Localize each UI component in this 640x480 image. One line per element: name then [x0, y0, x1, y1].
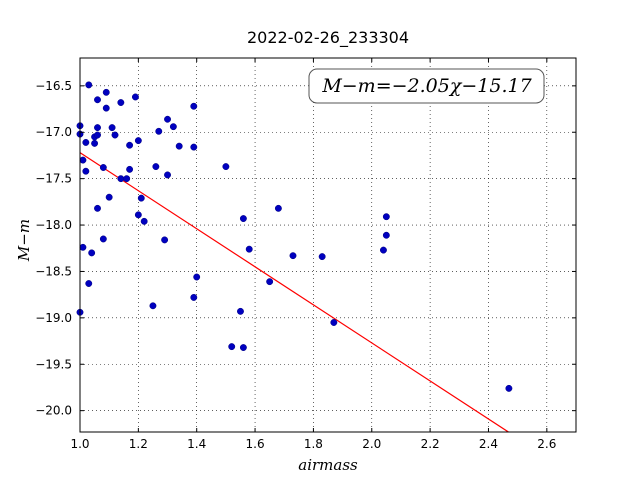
data-point — [99, 235, 107, 243]
data-point — [193, 273, 201, 281]
data-point — [266, 278, 274, 286]
data-point — [239, 344, 247, 351]
data-point — [102, 104, 110, 112]
plot-frame — [79, 57, 577, 433]
x-tick-label: 1.2 — [129, 437, 148, 451]
data-point — [94, 96, 101, 104]
data-point — [91, 139, 99, 147]
data-point — [137, 194, 145, 202]
data-point — [382, 213, 390, 221]
fit-annotation: M−m=−2.05χ−15.17 — [308, 68, 545, 104]
data-point — [161, 236, 169, 244]
data-point — [190, 293, 198, 301]
data-point — [117, 99, 125, 106]
data-point — [239, 215, 247, 223]
data-point — [117, 175, 125, 183]
chart-title: 2022-02-26_233304 — [247, 28, 409, 48]
axis-ticks: 1.0 1.2 1.4 1.6 1.8 2.0 2.2 2.4 2.6 −16.5 −17.0 −17… — [35, 58, 576, 451]
data-point — [82, 139, 90, 146]
x-tick-label: 2.0 — [362, 437, 381, 451]
data-point — [94, 124, 101, 132]
annotation-box — [308, 68, 545, 104]
y-tick-label: −17.0 — [35, 125, 72, 139]
data-point — [152, 163, 160, 171]
data-point — [237, 307, 244, 315]
annotation-text: M−m=−2.05χ−15.17 — [321, 75, 532, 97]
data-point — [190, 102, 198, 110]
x-tick-label: 1.0 — [70, 437, 89, 451]
fit-line — [80, 152, 510, 432]
data-point — [79, 243, 87, 251]
x-tick-label: 2.2 — [421, 437, 440, 451]
x-tick-label: 1.4 — [187, 437, 206, 451]
data-point — [82, 167, 90, 175]
data-point — [149, 302, 157, 310]
y-tick-label: −19.5 — [35, 357, 72, 371]
data-point — [175, 142, 183, 150]
data-point — [111, 131, 119, 139]
data-point — [88, 249, 96, 257]
data-point — [79, 156, 87, 164]
data-point — [102, 88, 110, 96]
data-point — [123, 175, 131, 183]
y-tick-label: −17.5 — [35, 172, 72, 186]
data-point — [85, 81, 93, 89]
y-axis-label: M−m — [15, 219, 33, 262]
x-tick-label: 1.6 — [246, 437, 265, 451]
data-point — [99, 164, 107, 171]
x-tick-label: 1.8 — [304, 437, 323, 451]
x-axis-label: airmass — [298, 456, 358, 474]
data-point — [126, 141, 134, 149]
data-point — [228, 343, 236, 351]
data-point — [289, 252, 297, 260]
y-tick-label: −16.5 — [35, 79, 72, 93]
data-point — [94, 204, 101, 212]
y-tick-label: −18.0 — [35, 218, 72, 232]
data-point — [155, 127, 163, 135]
data-point — [379, 246, 387, 254]
x-tick-label: 2.4 — [479, 437, 498, 451]
x-tick-label: 2.6 — [537, 437, 556, 451]
data-point — [382, 231, 390, 239]
data-point — [108, 124, 116, 132]
data-point — [330, 319, 338, 326]
data-point — [164, 171, 171, 179]
data-point — [85, 280, 93, 287]
data-point — [164, 115, 171, 123]
data-point — [134, 211, 142, 219]
data-point — [140, 217, 148, 225]
data-point — [134, 137, 142, 145]
data-point — [94, 131, 101, 139]
y-tick-label: −20.0 — [35, 404, 72, 418]
y-tick-label: −19.0 — [35, 311, 72, 325]
data-point — [245, 245, 253, 253]
fit-line-group — [80, 152, 510, 432]
data-point — [318, 253, 326, 261]
data-point — [131, 93, 139, 101]
y-tick-label: −18.5 — [35, 264, 72, 278]
data-point — [274, 204, 282, 212]
data-point — [169, 123, 177, 131]
data-point — [505, 384, 513, 392]
data-point — [190, 143, 198, 151]
data-point — [126, 165, 134, 173]
data-points — [76, 81, 513, 392]
data-point — [222, 163, 230, 171]
data-point — [105, 193, 113, 201]
